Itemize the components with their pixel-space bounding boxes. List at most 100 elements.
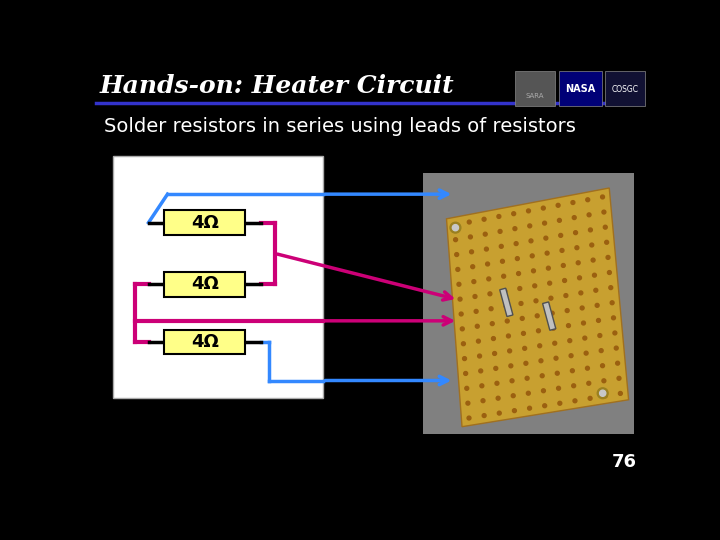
Circle shape bbox=[494, 367, 498, 370]
Circle shape bbox=[474, 309, 478, 313]
Circle shape bbox=[608, 271, 611, 274]
Circle shape bbox=[590, 243, 594, 247]
Circle shape bbox=[548, 281, 552, 285]
Circle shape bbox=[539, 359, 543, 363]
Circle shape bbox=[526, 209, 531, 213]
Circle shape bbox=[576, 261, 580, 265]
Circle shape bbox=[528, 406, 531, 410]
Circle shape bbox=[523, 347, 526, 350]
Circle shape bbox=[525, 376, 529, 380]
Circle shape bbox=[467, 220, 471, 224]
Circle shape bbox=[603, 394, 607, 398]
Circle shape bbox=[482, 414, 486, 417]
Circle shape bbox=[486, 262, 490, 266]
Circle shape bbox=[545, 251, 549, 255]
Circle shape bbox=[569, 354, 573, 357]
Circle shape bbox=[584, 351, 588, 355]
Circle shape bbox=[526, 392, 530, 395]
Circle shape bbox=[606, 255, 610, 259]
Circle shape bbox=[544, 236, 548, 240]
Circle shape bbox=[598, 388, 608, 399]
Circle shape bbox=[567, 323, 570, 328]
Circle shape bbox=[541, 206, 545, 210]
Bar bbox=[113, 156, 323, 398]
Circle shape bbox=[585, 366, 590, 370]
Bar bbox=[423, 173, 634, 434]
Circle shape bbox=[616, 361, 620, 365]
Circle shape bbox=[572, 384, 575, 388]
Circle shape bbox=[595, 303, 599, 307]
Circle shape bbox=[524, 361, 528, 365]
Circle shape bbox=[453, 223, 456, 227]
Circle shape bbox=[587, 381, 590, 385]
Circle shape bbox=[512, 212, 516, 215]
Circle shape bbox=[480, 384, 484, 388]
Circle shape bbox=[554, 356, 558, 360]
Circle shape bbox=[469, 250, 474, 254]
Text: Solder resistors in series using leads of resistors: Solder resistors in series using leads o… bbox=[104, 117, 576, 136]
Circle shape bbox=[514, 242, 518, 246]
Circle shape bbox=[465, 387, 469, 390]
Circle shape bbox=[570, 369, 575, 373]
Circle shape bbox=[492, 336, 495, 341]
Circle shape bbox=[528, 224, 531, 228]
Circle shape bbox=[477, 339, 480, 343]
Circle shape bbox=[560, 248, 564, 252]
Bar bbox=[164, 330, 246, 354]
Bar bbox=[500, 288, 513, 316]
Bar bbox=[559, 71, 601, 106]
Circle shape bbox=[588, 228, 593, 232]
Circle shape bbox=[452, 225, 459, 231]
Circle shape bbox=[609, 286, 613, 289]
Circle shape bbox=[594, 288, 598, 292]
Circle shape bbox=[602, 210, 606, 214]
Circle shape bbox=[506, 334, 510, 338]
Circle shape bbox=[571, 200, 575, 205]
Circle shape bbox=[536, 329, 541, 333]
Circle shape bbox=[485, 247, 488, 251]
Circle shape bbox=[562, 264, 565, 267]
Circle shape bbox=[605, 240, 608, 244]
Circle shape bbox=[479, 369, 482, 373]
Circle shape bbox=[574, 231, 577, 234]
Circle shape bbox=[599, 349, 603, 353]
Circle shape bbox=[552, 326, 555, 330]
Circle shape bbox=[557, 219, 562, 222]
Circle shape bbox=[481, 399, 485, 403]
Circle shape bbox=[500, 259, 505, 263]
Circle shape bbox=[593, 273, 596, 277]
Circle shape bbox=[521, 332, 526, 335]
Circle shape bbox=[565, 309, 569, 313]
Circle shape bbox=[555, 372, 559, 375]
Circle shape bbox=[556, 204, 560, 207]
Circle shape bbox=[573, 399, 577, 403]
Circle shape bbox=[513, 409, 516, 413]
Circle shape bbox=[603, 225, 607, 229]
Circle shape bbox=[580, 306, 584, 310]
Circle shape bbox=[509, 364, 513, 368]
Circle shape bbox=[456, 267, 460, 271]
Circle shape bbox=[502, 274, 505, 278]
Circle shape bbox=[517, 272, 521, 275]
Circle shape bbox=[575, 246, 579, 249]
Circle shape bbox=[519, 301, 523, 306]
Circle shape bbox=[488, 292, 492, 296]
Circle shape bbox=[591, 258, 595, 262]
Circle shape bbox=[598, 334, 602, 338]
Circle shape bbox=[533, 284, 536, 288]
Circle shape bbox=[482, 217, 486, 221]
Circle shape bbox=[469, 235, 472, 239]
Bar bbox=[515, 71, 555, 106]
Circle shape bbox=[504, 304, 508, 308]
Text: 4Ω: 4Ω bbox=[191, 333, 219, 351]
Circle shape bbox=[529, 239, 533, 243]
Circle shape bbox=[546, 266, 550, 270]
Circle shape bbox=[535, 314, 539, 318]
Text: COSGC: COSGC bbox=[611, 85, 638, 94]
Circle shape bbox=[500, 245, 503, 248]
Text: 4Ω: 4Ω bbox=[191, 275, 219, 293]
Circle shape bbox=[597, 319, 600, 322]
Circle shape bbox=[464, 372, 467, 375]
Circle shape bbox=[588, 396, 592, 400]
Circle shape bbox=[496, 396, 500, 400]
